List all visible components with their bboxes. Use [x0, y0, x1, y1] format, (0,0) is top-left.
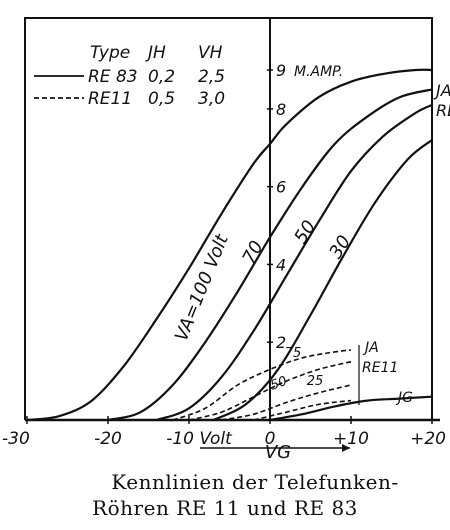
series-line-7	[253, 399, 352, 421]
series-label-6: 25	[307, 374, 324, 389]
legend-jh: 0,5	[148, 89, 175, 109]
annotation-0: JA	[362, 340, 379, 356]
series-line-6	[221, 384, 352, 421]
y-unit-label: M.AMP.	[294, 64, 343, 80]
series-line-0	[26, 68, 433, 422]
legend-header: JH	[145, 43, 166, 63]
caption-line-2: Röhren RE 11 und RE 83	[92, 496, 358, 520]
series-label-2: 50	[290, 217, 320, 248]
y-tick-label: 6	[276, 178, 286, 197]
y-tick-label: 4	[276, 255, 286, 274]
series-label-3: 30	[325, 232, 355, 263]
x-tick-label: -30	[2, 429, 30, 449]
plot-frame	[24, 17, 433, 420]
legend-vh: 2,5	[198, 67, 225, 87]
series-label-5: 50	[268, 374, 289, 394]
series-label-1: 70	[238, 237, 267, 267]
y-tick-label: 8	[276, 100, 286, 119]
x-tick-label: +10	[333, 429, 369, 449]
legend-header: Type	[90, 43, 130, 63]
series-label-4: 75	[285, 346, 302, 361]
x-label-arrowhead	[342, 444, 350, 452]
y-tick-label: 2	[276, 333, 286, 352]
y-tick-label: 9	[276, 61, 286, 80]
x-tick-label: -10 Volt	[166, 429, 233, 449]
caption-line-1: Kennlinien der Telefunken-	[111, 470, 399, 494]
series-line-1	[107, 88, 433, 422]
x-tick-label: 0	[265, 429, 276, 449]
annotation-1: RE11	[362, 360, 398, 376]
x-axis-label: VG	[265, 442, 291, 463]
x-tick-label: -20	[94, 429, 122, 449]
annotation-4: JG	[395, 390, 413, 406]
series-line-3	[212, 139, 433, 422]
legend-vh: 3,0	[198, 89, 225, 109]
annotation-2: JA	[433, 81, 450, 100]
legend-type: RE11	[88, 89, 132, 109]
legend-jh: 0,2	[148, 67, 175, 87]
x-tick-label: +20	[410, 429, 446, 449]
series-line-8	[269, 395, 433, 422]
series-line-4	[172, 349, 352, 421]
series-line-2	[156, 103, 433, 422]
legend-type: RE 83	[88, 67, 138, 87]
annotation-3: RE	[436, 101, 450, 120]
legend-header: VH	[198, 43, 223, 63]
